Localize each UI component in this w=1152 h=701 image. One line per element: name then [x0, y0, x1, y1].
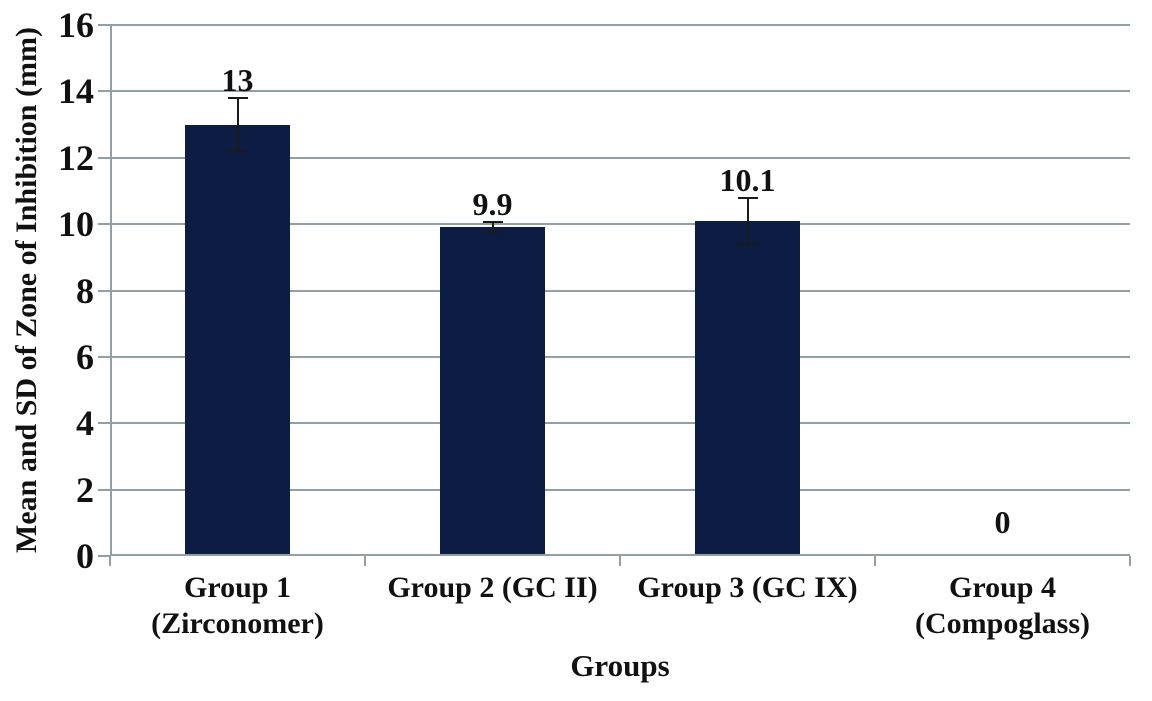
y-tick-label: 4	[76, 403, 94, 444]
data-label: 10.1	[719, 161, 776, 198]
y-tick-mark	[98, 24, 110, 26]
error-bar-cap-top	[227, 97, 248, 99]
gridline	[110, 422, 1130, 425]
y-tick-label: 10	[58, 204, 94, 245]
y-tick-mark	[98, 488, 110, 491]
gridline	[110, 90, 1130, 93]
category-label: Group 3 (GC IX)	[637, 571, 858, 604]
error-bar-cap-top	[482, 221, 503, 224]
x-tick-mark	[364, 556, 366, 566]
x-tick-mark	[874, 556, 876, 566]
gridline	[110, 355, 1130, 358]
gridline	[110, 488, 1130, 491]
data-label: 9.9	[472, 186, 513, 223]
y-tick-mark	[98, 555, 110, 557]
y-tick-label: 6	[76, 336, 94, 377]
y-tick-mark	[98, 289, 110, 292]
bar	[440, 227, 545, 554]
x-tick-mark	[109, 556, 111, 566]
bar	[695, 220, 800, 554]
error-bar-line	[746, 197, 749, 245]
y-tick-mark	[98, 422, 110, 425]
gridline	[110, 223, 1130, 226]
error-bar-line	[491, 222, 494, 233]
y-tick-mark	[98, 355, 110, 358]
y-tick-label: 0	[76, 536, 94, 576]
gridline	[110, 156, 1130, 159]
y-tick-mark	[98, 223, 110, 226]
gridline	[110, 24, 1130, 26]
error-bar-cap-bottom	[482, 231, 503, 234]
data-label: 13	[221, 62, 254, 98]
category-label: Group 1 (Zirconomer)	[151, 571, 324, 640]
x-axis-line	[110, 554, 1130, 556]
y-tick-label: 2	[76, 469, 94, 510]
x-tick-mark	[619, 556, 621, 566]
gridline	[110, 289, 1130, 292]
y-tick-label: 8	[76, 270, 94, 311]
x-axis-title: Groups	[570, 648, 670, 683]
data-label: 0	[994, 504, 1011, 540]
plot-area	[110, 24, 1130, 556]
y-tick-mark	[98, 90, 110, 93]
error-bar-cap-bottom	[737, 243, 758, 246]
error-bar-cap-bottom	[227, 150, 248, 153]
category-label: Group 2 (GC II)	[387, 571, 598, 604]
x-tick-mark	[1129, 556, 1131, 566]
error-bar-line	[236, 98, 239, 152]
error-bar-cap-top	[737, 196, 758, 199]
category-label: Group 4 (Compoglass)	[914, 571, 1090, 640]
y-tick-label: 12	[58, 137, 94, 178]
y-tick-label: 16	[58, 5, 94, 45]
y-tick-label: 14	[58, 71, 94, 112]
bar	[185, 124, 290, 554]
y-tick-mark	[98, 156, 110, 159]
